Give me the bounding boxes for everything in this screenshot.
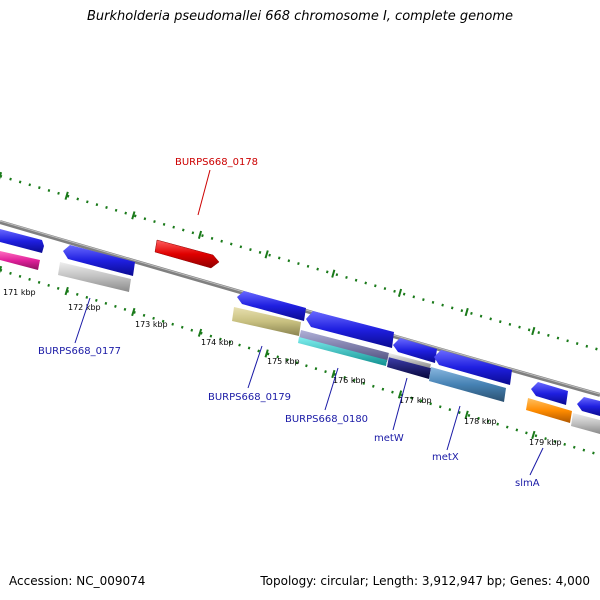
leader-burps668-0177 [74, 297, 91, 344]
inner-major-tick-5 [331, 369, 336, 379]
gene-cds-175b[interactable] [306, 311, 394, 348]
gene-cds-172[interactable] [63, 245, 135, 276]
scale-label-174: 174 kbp [201, 338, 234, 347]
gene-burps668-0179[interactable] [232, 307, 301, 336]
scale-label-177: 177 kbp [399, 396, 432, 405]
leader-burps668-0178 [197, 169, 211, 216]
gene-label-burps668-0178[interactable]: BURPS668_0178 [175, 157, 258, 168]
gene-metw-grey[interactable] [388, 353, 431, 368]
outer-major-tick-6 [397, 288, 403, 297]
leader-slma [529, 447, 544, 476]
scale-label-176: 176 kbp [333, 376, 366, 385]
inner-major-ticks [0, 265, 536, 440]
gene-burps668-0178[interactable] [154, 239, 220, 269]
gene-cds-right-edge[interactable] [577, 397, 600, 416]
gene-magenta-left-edge[interactable] [0, 251, 40, 270]
scale-labels: 171 kbp 172 kbp 173 kbp 174 kbp 175 kbp … [3, 288, 562, 447]
inner-tick-ring [0, 268, 600, 457]
inner-major-tick-3 [197, 328, 203, 337]
gene-label-slma[interactable]: slmA [515, 478, 540, 489]
gene-burps668-0180-cyan[interactable] [298, 337, 387, 366]
inner-major-tick-1 [64, 286, 69, 296]
scale-label-175: 175 kbp [267, 357, 300, 366]
leader-metx [446, 405, 461, 451]
outer-major-tick-1 [64, 191, 69, 200]
inner-major-tick-8 [531, 430, 536, 440]
scale-label-179: 179 kbp [529, 438, 562, 447]
gene-cds-175a[interactable] [237, 291, 306, 321]
outer-major-tick-4 [264, 250, 269, 259]
inner-major-tick-7 [464, 410, 469, 419]
scale-label-178: 178 kbp [464, 417, 497, 426]
topology-label: Topology: circular; Length: 3,912,947 bp… [260, 574, 590, 588]
outer-major-tick-2 [131, 211, 136, 220]
gene-slma[interactable] [526, 398, 572, 423]
gene-label-burps668-0179[interactable]: BURPS668_0179 [208, 392, 291, 403]
accession-label: Accession: NC_009074 [9, 574, 146, 588]
outer-major-tick-8 [531, 326, 536, 336]
gene-label-metx[interactable]: metX [432, 452, 459, 463]
gene-cds-left-edge[interactable] [0, 229, 44, 253]
leader-burps668-0180 [324, 367, 339, 411]
inner-major-tick-4 [264, 349, 269, 358]
leader-burps668-0179 [247, 345, 263, 389]
inner-major-tick-0 [0, 265, 3, 274]
outer-major-tick-0 [0, 171, 3, 180]
gene-grey-right-edge[interactable] [571, 413, 600, 434]
inner-major-tick-6 [397, 390, 403, 399]
gene-burps668-0180[interactable] [299, 330, 389, 362]
gene-metw[interactable] [387, 356, 431, 379]
reverse-strand-genes [0, 229, 600, 434]
gene-label-metw[interactable]: metW [374, 433, 404, 444]
map-title: Burkholderia pseudomallei 668 chromosome… [86, 9, 514, 24]
gene-cds-179[interactable] [531, 382, 568, 405]
scale-label-172: 172 kbp [68, 303, 101, 312]
forward-strand-genes [154, 239, 220, 269]
gene-label-burps668-0180[interactable]: BURPS668_0180 [285, 414, 368, 425]
gene-burps668-0177[interactable] [58, 262, 131, 292]
inner-major-tick-2 [131, 307, 136, 317]
outer-major-ticks [0, 171, 536, 336]
outer-major-tick-5 [331, 269, 336, 278]
gene-label-burps668-0177[interactable]: BURPS668_0177 [38, 346, 121, 357]
scale-label-173: 173 kbp [135, 320, 168, 329]
gene-labels: BURPS668_0178 BURPS668_0177 BURPS668_017… [38, 157, 540, 489]
leader-metw [392, 377, 408, 431]
gene-cds-177[interactable] [393, 338, 437, 363]
outer-major-tick-3 [197, 230, 203, 239]
gene-metx[interactable] [429, 367, 506, 402]
outer-major-tick-7 [464, 307, 469, 317]
gene-cds-178[interactable] [434, 350, 512, 385]
label-leader-lines [74, 169, 544, 476]
scale-label-171: 171 kbp [3, 288, 36, 297]
